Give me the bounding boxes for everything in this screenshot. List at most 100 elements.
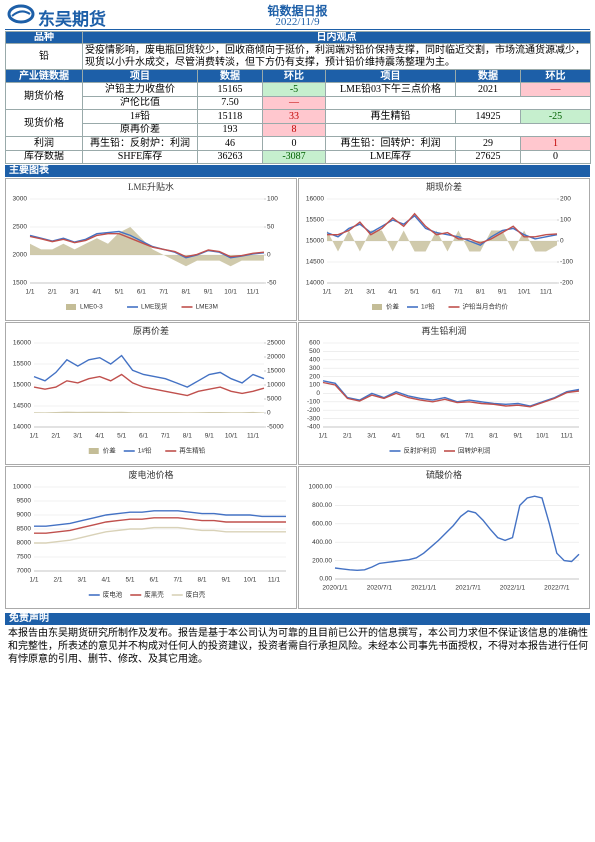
header-cell: 产业链数据 [5, 69, 83, 83]
x-tick-label: 11/1 [561, 433, 574, 440]
y2-tick-label: 100 [560, 217, 571, 224]
line [29, 233, 265, 258]
x-tick-label: 8/1 [476, 289, 485, 296]
x-tick-label: 6/1 [432, 289, 441, 296]
x-tick-label: 10/1 [224, 289, 237, 296]
chart-title: LME升贴水 [128, 181, 174, 192]
y2-tick-label: 5000 [267, 396, 282, 403]
disclaimer-text: 本报告由东吴期货研究所制作及发布。报告是基于本公司认为可靠的且目前已公开的信息撰… [8, 628, 588, 665]
cell: 193 [197, 122, 263, 137]
y-tick-label: 10000 [13, 484, 31, 491]
area [327, 230, 557, 252]
header-cell: 数据 [197, 69, 263, 83]
x-tick-label: 2021/7/1 [455, 585, 481, 592]
chart-title: 原再价差 [133, 325, 169, 336]
change-cell: 33 [262, 109, 326, 124]
change-cell: — [520, 82, 591, 97]
chart-title: 期现价差 [426, 181, 462, 192]
x-tick-label: 9/1 [498, 289, 507, 296]
chart: 期现价差 14000 14500 15000 15500 16000 -200 -100 0 10… [298, 178, 590, 321]
y-tick-label: 200 [309, 373, 320, 380]
line [34, 526, 286, 544]
x-tick-label: 7/1 [159, 289, 168, 296]
chart: LME升贴水 1500 2000 2500 3000 -50 0 50 100 1/1 2/1 3/1… [5, 178, 297, 321]
x-tick-label: 3/1 [366, 289, 375, 296]
x-tick-label: 5/1 [117, 433, 126, 440]
y-tick-label: -400 [307, 424, 320, 431]
cell: 原再价差 [82, 122, 198, 137]
x-tick-label: 9/1 [221, 577, 230, 584]
x-tick-label: 4/1 [388, 289, 397, 296]
change-cell: 1 [520, 136, 591, 151]
header-cell: 日内观点 [82, 31, 591, 44]
y2-tick-label: 10000 [267, 382, 285, 389]
report-title: 铅数据日报 [267, 4, 328, 18]
x-tick-label: 5/1 [416, 433, 425, 440]
disclaimer-bar: 免责声明 [5, 613, 590, 625]
cell: 7.50 [197, 95, 263, 110]
y-tick-label: 15500 [13, 361, 31, 368]
x-tick-label: 11/1 [247, 289, 260, 296]
x-tick-label: 2/1 [53, 577, 62, 584]
y-tick-label: 9000 [17, 512, 32, 519]
chart-title: 再生铅利润 [421, 325, 466, 336]
legend-swatch [88, 448, 99, 454]
y2-tick-label: -50 [267, 280, 277, 287]
legend-label: LME现货 [141, 302, 168, 311]
y-tick-label: 400 [309, 357, 320, 364]
chart-title: 硫酸价格 [426, 469, 462, 480]
cell: 15118 [197, 109, 263, 124]
x-tick-label: 9/1 [205, 433, 214, 440]
x-tick-label: 1/1 [29, 577, 38, 584]
y-tick-label: 16000 [306, 196, 324, 203]
y-tick-label: 2500 [13, 224, 28, 231]
area [30, 227, 264, 267]
area [34, 411, 264, 413]
cell: 沪伦比值 [82, 95, 198, 110]
cell: LME库存 [325, 149, 456, 164]
x-tick-label: 3/1 [73, 433, 82, 440]
chart: 硫酸价格 0.00 200.00 400.00 600.00 800.00 1000.00 2… [298, 466, 590, 609]
y-tick-label: 14500 [13, 403, 31, 410]
header-cell: 项目 [325, 69, 456, 83]
x-tick-label: 7/1 [161, 433, 170, 440]
x-tick-label: 8/1 [489, 433, 498, 440]
cell: 沪铅主力收盘价 [82, 82, 198, 97]
x-tick-label: 9/1 [204, 289, 213, 296]
x-tick-label: 2020/1/1 [322, 585, 348, 592]
x-tick-label: 6/1 [137, 289, 146, 296]
cell: 1#铅 [82, 109, 198, 124]
x-tick-label: 2021/1/1 [411, 585, 437, 592]
cell: LME铅03下午三点价格 [325, 82, 456, 97]
cell: 46 [197, 136, 263, 151]
y-tick-label: -300 [307, 415, 320, 422]
y-tick-label: 14000 [306, 280, 324, 287]
x-tick-label: 8/1 [181, 289, 190, 296]
x-tick-label: 5/1 [410, 289, 419, 296]
x-tick-label: 2/1 [48, 289, 57, 296]
cell: 36263 [197, 149, 263, 164]
change-cell: -5 [262, 82, 326, 97]
line [33, 354, 265, 388]
y-tick-label: 0.00 [319, 576, 332, 583]
x-tick-label: 10/1 [244, 577, 257, 584]
y-tick-label: 15000 [13, 382, 31, 389]
y-tick-label: 8500 [17, 526, 32, 533]
legend-swatch [372, 304, 382, 310]
cell: 再生精铅 [325, 109, 456, 124]
x-tick-label: 3/1 [77, 577, 86, 584]
logo-icon [7, 4, 35, 24]
y-tick-label: 0 [316, 390, 320, 397]
x-tick-label: 4/1 [95, 433, 104, 440]
y2-tick-label: -5000 [267, 424, 284, 431]
group-cell: 库存数据 [5, 149, 83, 164]
cell: 29 [455, 136, 521, 151]
legend-label: 沪铅当月合约价 [463, 302, 509, 311]
y-tick-label: 9500 [17, 498, 32, 505]
y2-tick-label: 0 [560, 238, 564, 245]
chart-title: 废电池价格 [128, 469, 173, 480]
y2-tick-label: 0 [267, 410, 271, 417]
logo-text: 东吴期货 [38, 10, 106, 30]
x-tick-label: 10/1 [518, 289, 531, 296]
